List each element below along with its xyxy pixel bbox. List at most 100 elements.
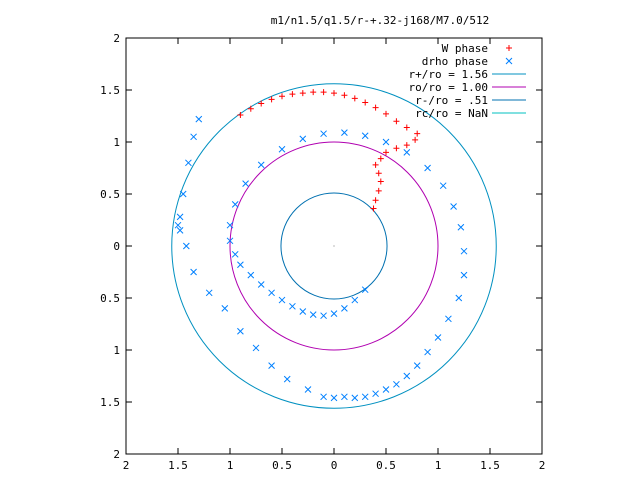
drho-phase-point <box>190 268 197 276</box>
drho-phase-point <box>413 362 421 369</box>
drho-phase-point <box>242 180 249 187</box>
w-phase-point <box>372 197 379 204</box>
circle-r--ro <box>280 192 388 300</box>
w-phase-point <box>331 90 337 97</box>
legend-marker-swatch <box>505 57 513 65</box>
y-tick-label: 2 <box>113 32 120 45</box>
origin-dot <box>333 245 335 247</box>
drho-phase-point <box>278 296 286 304</box>
drho-phase-point <box>179 190 187 198</box>
drho-phase-point <box>185 159 192 167</box>
w-phase-point <box>247 105 254 112</box>
drho-phase-point <box>341 393 348 401</box>
drho-phase-point <box>320 130 327 138</box>
drho-phase-point <box>424 164 431 172</box>
w-phase-point <box>362 99 369 106</box>
drho-phase-point <box>247 271 255 279</box>
y-tick-label: 0 <box>113 240 120 253</box>
drho-phase-point <box>320 393 327 401</box>
drho-phase-point <box>231 250 239 258</box>
drho-phase-point <box>268 289 275 297</box>
y-tick-label: 2 <box>113 448 120 461</box>
drho-phase-point <box>460 247 468 255</box>
drho-phase-point <box>226 221 234 229</box>
drho-phase-point <box>278 145 286 153</box>
x-tick-label: 1 <box>435 459 442 472</box>
w-phase-point <box>414 130 421 137</box>
drho-phase-point <box>330 310 338 317</box>
y-tick-label: 1.5 <box>100 84 120 97</box>
w-phase-point <box>375 170 382 177</box>
w-phase-point <box>393 145 400 152</box>
drho-phase-point <box>434 334 442 341</box>
w-phase-point <box>375 187 382 194</box>
drho-phase-point <box>231 201 239 208</box>
y-tick-label: 0.5 <box>100 292 120 305</box>
legend-label: W phase <box>442 42 488 55</box>
drho-phase-point <box>190 133 197 141</box>
drho-phase-point <box>237 327 244 335</box>
x-tick-label: 2 <box>123 459 130 472</box>
y-tick-label: 0.5 <box>100 188 120 201</box>
drho-phase-point <box>299 135 307 143</box>
data-marks <box>174 89 468 402</box>
drho-phase-point <box>226 237 234 245</box>
legend-label: drho phase <box>422 55 488 68</box>
legend-label: ro/ro = 1.00 <box>409 81 488 94</box>
circle-ro-ro <box>229 141 439 351</box>
w-phase-point <box>377 178 384 185</box>
legend-label: r-/ro = .51 <box>415 94 488 107</box>
y-tick-label: 1 <box>113 136 120 149</box>
w-phase-point <box>377 155 384 162</box>
w-phase-point <box>403 124 410 131</box>
drho-phase-point <box>289 302 296 310</box>
drho-phase-point <box>460 271 468 279</box>
drho-phase-point <box>176 213 184 221</box>
w-phase-point <box>258 100 265 107</box>
x-tick-label: 1.5 <box>168 459 188 472</box>
drho-phase-point <box>361 132 369 140</box>
w-phase-point <box>372 161 379 168</box>
drho-phase-point <box>341 305 348 312</box>
w-phase-point <box>320 89 327 96</box>
drho-phase-point <box>299 308 307 315</box>
drho-phase-point <box>424 348 431 356</box>
w-phase-point <box>268 96 275 103</box>
x-tick-label: 0.5 <box>272 459 292 472</box>
w-phase-point <box>403 142 410 149</box>
drho-phase-point <box>174 221 182 229</box>
drho-phase-point <box>457 223 465 231</box>
x-tick-label: 0.5 <box>376 459 396 472</box>
drho-phase-point <box>182 242 190 250</box>
w-phase-point <box>237 111 244 118</box>
legend-marker-swatch <box>506 45 512 51</box>
w-phase-point <box>351 95 358 102</box>
drho-phase-point <box>382 138 390 146</box>
drho-phase-point <box>309 311 317 318</box>
y-tick-label: 1 <box>113 344 120 357</box>
legend-label: r+/ro = 1.56 <box>409 68 488 81</box>
w-phase-point <box>383 149 389 156</box>
drho-phase-point <box>393 380 400 388</box>
drho-phase-point <box>257 281 265 288</box>
w-phase-point <box>310 89 317 96</box>
drho-phase-point <box>372 390 379 398</box>
x-tick-label: 2 <box>539 459 546 472</box>
w-phase-point <box>372 104 379 111</box>
drho-phase-point <box>195 115 203 123</box>
w-phase-point <box>412 136 419 143</box>
drho-phase-point <box>403 149 411 156</box>
reference-circles <box>171 83 497 409</box>
drho-phase-point <box>450 203 457 210</box>
legend-label: rc/ro = NaN <box>415 107 488 120</box>
drho-phase-point <box>252 344 260 352</box>
drho-phase-point <box>304 386 312 393</box>
chart-title: m1/n1.5/q1.5/r-+.32-j168/M7.0/512 <box>271 14 490 27</box>
axis-ticks: 2 1.5 1 0.5 0 0.5 1 1.5 221.510.500.511.52 <box>100 32 545 472</box>
w-phase-point <box>289 91 296 98</box>
drho-phase-point <box>237 261 244 269</box>
w-phase-point <box>393 118 400 125</box>
